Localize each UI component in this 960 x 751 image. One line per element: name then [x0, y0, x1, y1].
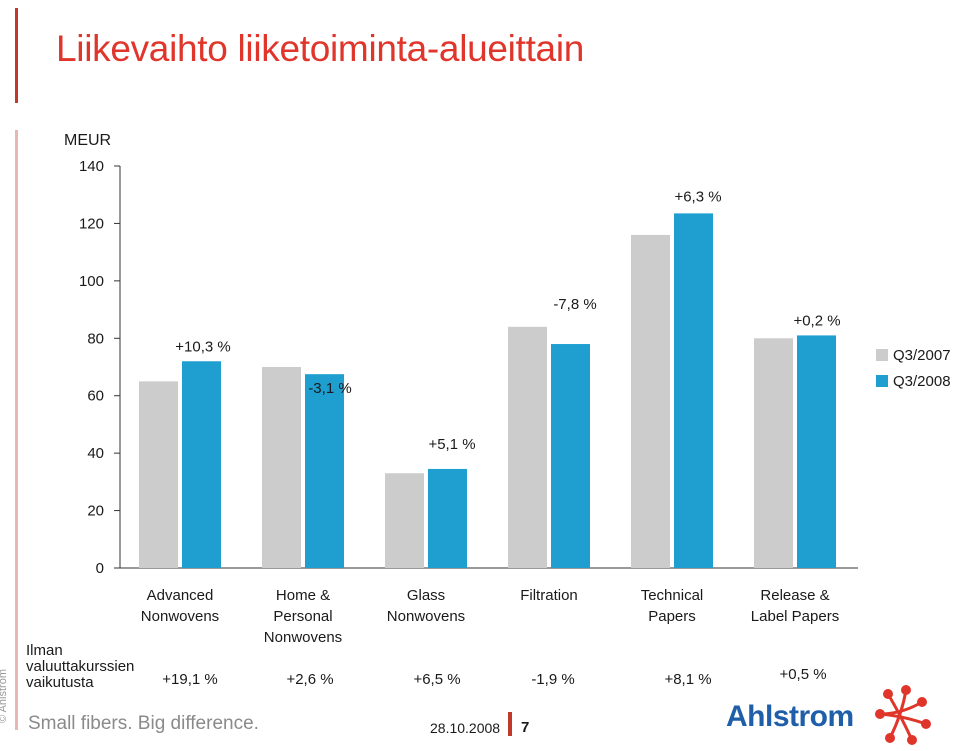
bar-q3-2008 — [797, 335, 836, 568]
legend-swatch — [876, 349, 888, 361]
y-tick-label: 60 — [87, 388, 104, 405]
ahlstrom-logo-text: Ahlstrom — [726, 700, 854, 733]
left-accent-bar — [15, 130, 18, 730]
bar-q3-2007 — [385, 473, 424, 568]
bar-q3-2008 — [305, 374, 344, 568]
bar-q3-2008 — [674, 213, 713, 568]
legend-entry: Q3/2007 — [893, 347, 951, 364]
page-number: 7 — [521, 719, 530, 736]
y-tick-label: 80 — [87, 330, 104, 347]
bar-chart: MEUR 0 20 40 60 80 100 120 140 Advanced Nonwovens… — [64, 132, 951, 688]
title-accent-bar — [15, 8, 18, 103]
y-axis-label: MEUR — [64, 132, 111, 149]
constant-currency-change: +2,6 % — [286, 671, 333, 688]
slogan-text: Small fibers. Big difference. — [28, 713, 259, 734]
y-tick-label: 140 — [79, 158, 104, 175]
bar-q3-2007 — [631, 234, 670, 568]
category-label: Glass Nonwovens — [387, 587, 465, 625]
legend-swatch — [876, 375, 888, 387]
category-label: Advanced Nonwovens — [141, 587, 219, 625]
category-label: Filtration — [520, 587, 578, 604]
bar-q3-2008 — [551, 344, 590, 568]
slide-date: 28.10.2008 — [430, 720, 501, 736]
constant-currency-line-1: Ilman — [26, 642, 63, 659]
copyright-text: © Ahlstrom — [0, 669, 9, 723]
change-label: -7,8 % — [553, 296, 596, 313]
bar-q3-2007 — [508, 326, 547, 568]
change-label: +6,3 % — [674, 188, 721, 205]
constant-currency-change: +19,1 % — [162, 671, 217, 688]
change-label: +0,2 % — [793, 312, 840, 329]
change-label: -3,1 % — [308, 380, 351, 397]
category-label: Release & Label Papers — [751, 587, 839, 625]
constant-currency-change: +0,5 % — [779, 666, 826, 683]
bar-q3-2007 — [139, 381, 178, 568]
bar-q3-2008 — [428, 468, 467, 568]
y-tick-label: 0 — [96, 560, 104, 577]
page-separator — [508, 712, 512, 736]
change-label: +10,3 % — [175, 338, 230, 355]
y-tick-label: 120 — [79, 215, 104, 232]
constant-currency-change: +8,1 % — [664, 671, 711, 688]
constant-currency-label: Ilman valuuttakurssien vaikutusta — [26, 643, 134, 691]
bar-q3-2007 — [754, 338, 793, 568]
constant-currency-line-2: valuuttakurssien — [26, 658, 135, 675]
constant-currency-change: -1,9 % — [531, 671, 574, 688]
bar-q3-2008 — [182, 361, 221, 568]
category-label: Home & Personal Nonwovens — [264, 587, 342, 646]
y-tick-label: 20 — [87, 503, 104, 520]
constant-currency-change: +6,5 % — [413, 671, 460, 688]
legend-entry: Q3/2008 — [893, 373, 951, 390]
bar-q3-2007 — [262, 367, 301, 568]
y-tick-label: 40 — [87, 445, 104, 462]
constant-currency-line-3: vaikutusta — [26, 674, 94, 691]
category-label: Technical Papers — [641, 587, 704, 625]
ahlstrom-logo-icon — [875, 685, 931, 745]
y-tick-label: 100 — [79, 273, 104, 290]
change-label: +5,1 % — [428, 436, 475, 453]
slide-title: Liikevaihto liiketoiminta-alueittain — [56, 28, 585, 69]
